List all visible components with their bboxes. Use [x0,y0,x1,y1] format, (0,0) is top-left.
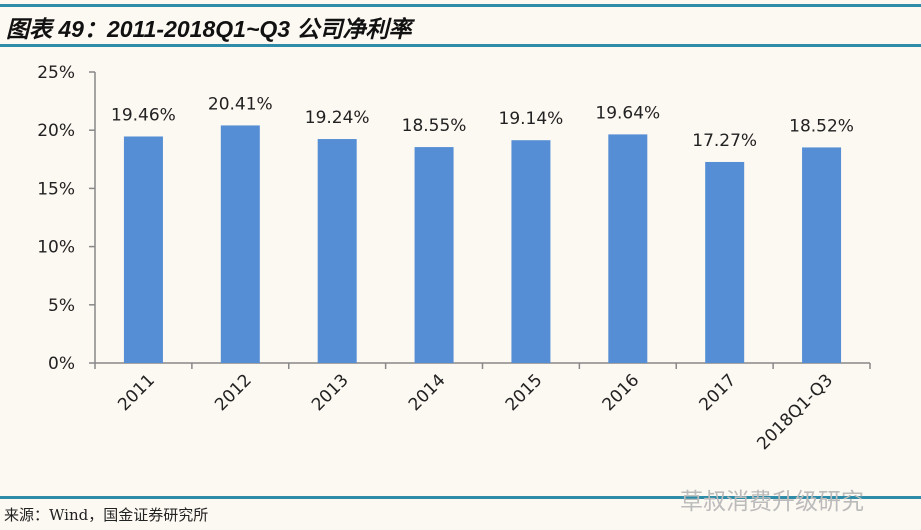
data-label: 19.14% [499,109,564,129]
data-label: 19.46% [111,105,176,125]
x-tick-label: 2014 [405,370,450,415]
bar [123,136,163,363]
x-tick-label: 2013 [308,370,353,415]
bar [511,140,551,363]
data-label: 18.52% [789,116,854,136]
y-tick-label: 0% [48,354,75,374]
data-label: 19.24% [305,108,370,128]
bar [414,147,454,363]
y-tick-label: 10% [37,238,75,258]
bar [608,134,648,363]
bar [317,139,357,363]
chart-title: 图表 49：2011-2018Q1~Q3 公司净利率 [6,16,412,42]
bar [802,147,842,363]
top-rule [0,4,921,7]
x-tick-label: 2015 [502,370,547,415]
y-tick-label: 15% [37,179,75,199]
source-note: 来源：Wind，国金证券研究所 [4,506,209,524]
y-tick-label: 20% [37,121,75,141]
x-tick-label: 2012 [211,370,256,415]
data-label: 20.41% [208,94,273,114]
bottom-rule [0,496,921,499]
bar [705,161,745,363]
x-tick-label: 2016 [599,370,644,415]
x-tick-label: 2018Q1-Q3 [753,370,837,454]
x-tick-label: 2011 [114,370,159,415]
data-label: 17.27% [692,131,757,151]
y-tick-label: 25% [37,63,75,83]
bar [220,125,260,363]
data-label: 18.55% [402,116,467,136]
title-rule [0,44,921,47]
x-tick-label: 2017 [695,370,740,415]
watermark: 草叔消费升级研究 [680,489,864,515]
data-label: 19.64% [595,103,660,123]
y-tick-label: 5% [48,296,75,316]
